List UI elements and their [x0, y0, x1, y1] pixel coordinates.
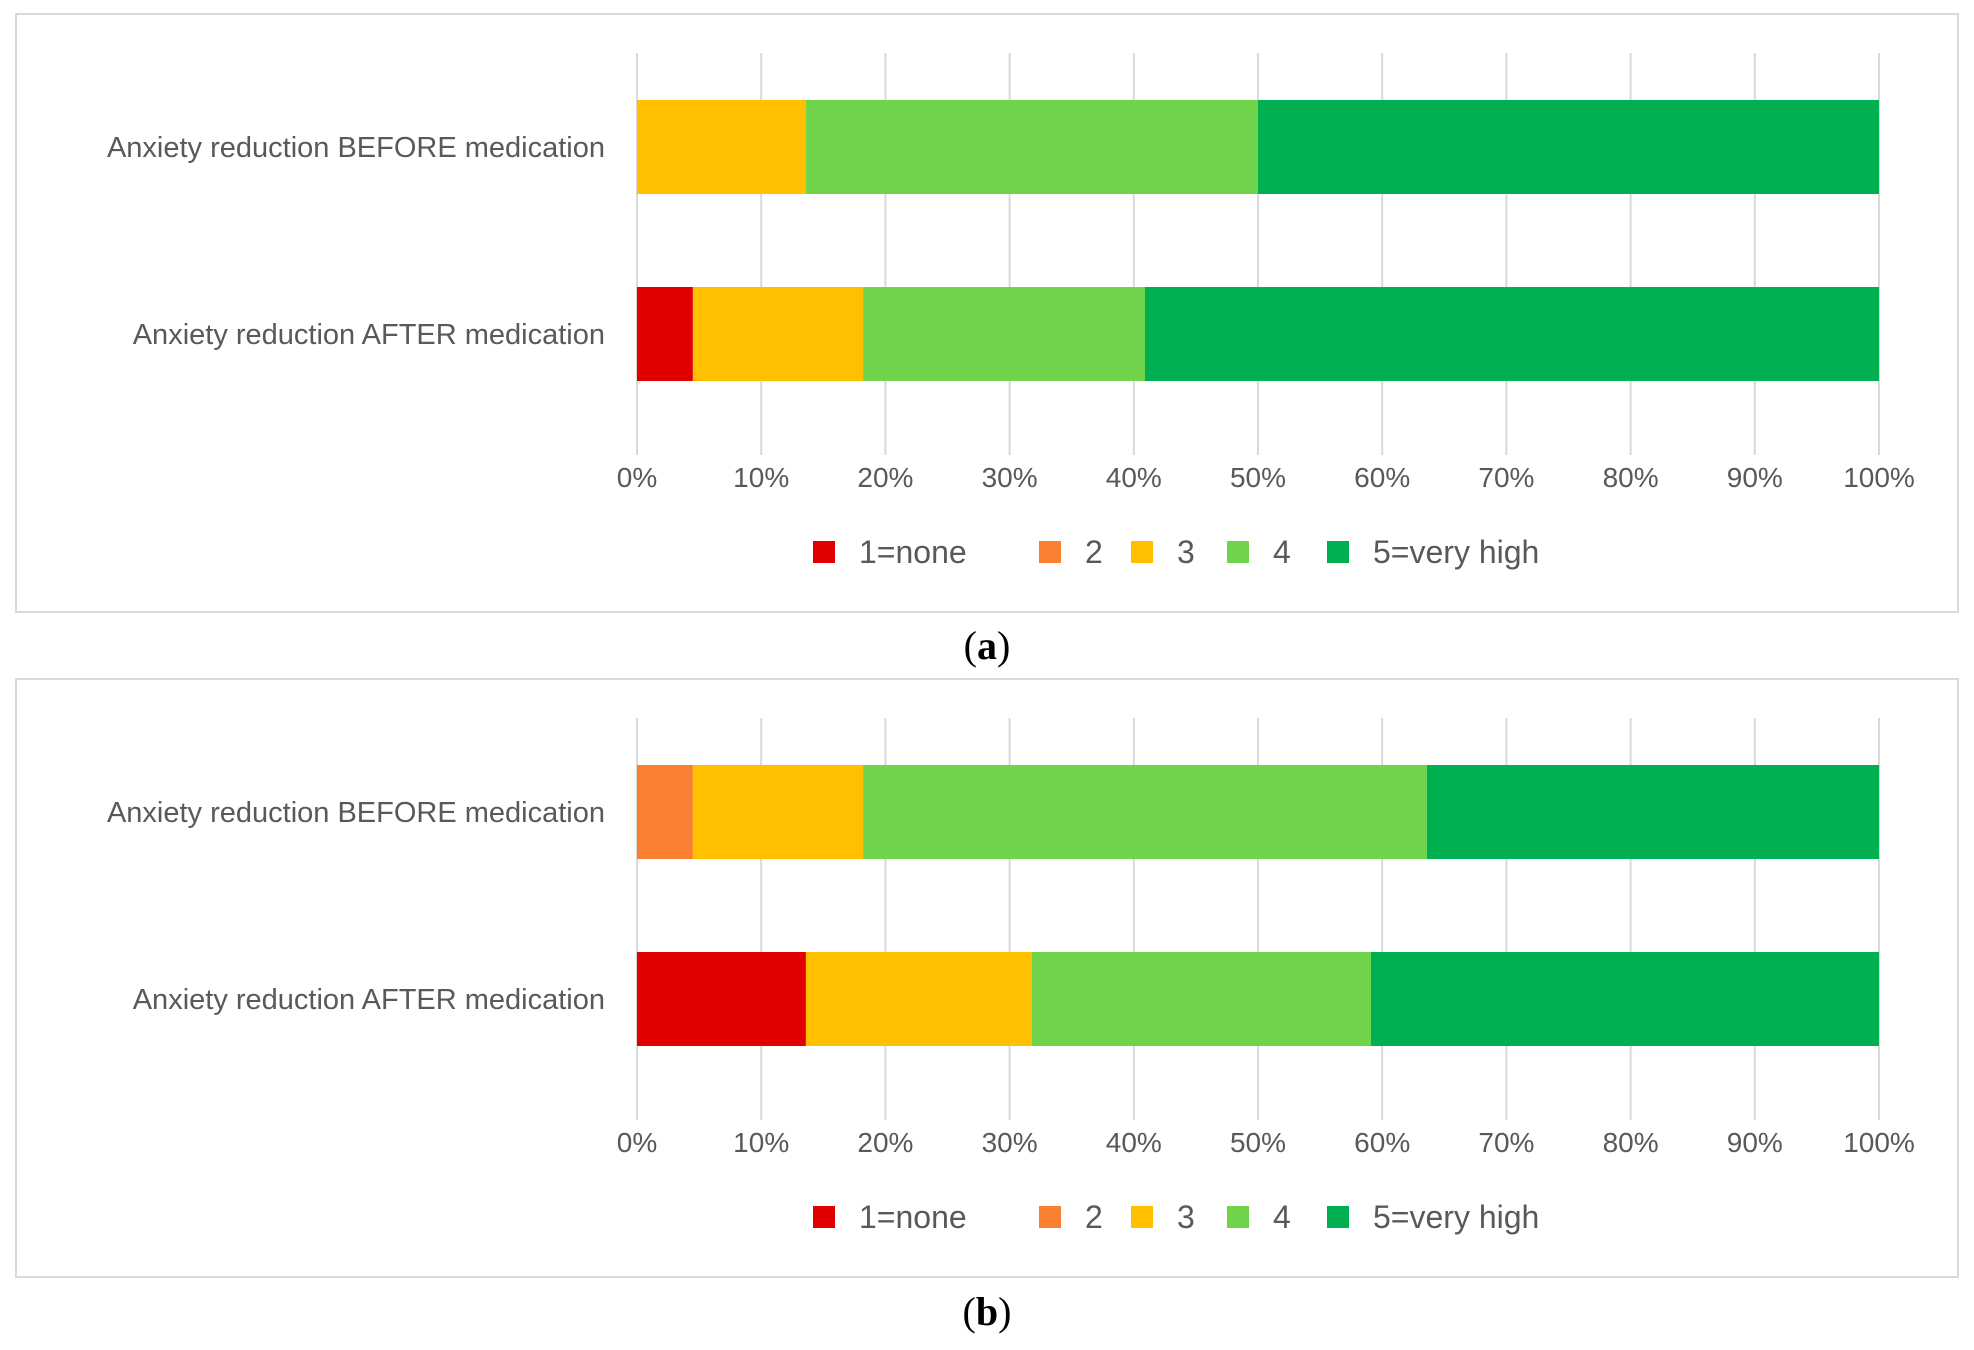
- legend-label: 4: [1273, 1199, 1291, 1235]
- legend-label: 2: [1085, 534, 1103, 570]
- bar-segment: [863, 287, 1145, 381]
- x-tick-label: 30%: [982, 1127, 1038, 1158]
- x-tick-label: 20%: [857, 462, 913, 493]
- legend-label: 4: [1273, 534, 1291, 570]
- category-label: Anxiety reduction AFTER medication: [133, 319, 605, 351]
- bar-segment: [805, 100, 1258, 194]
- x-tick-label: 80%: [1603, 462, 1659, 493]
- legend-label: 3: [1177, 534, 1195, 570]
- caption-a: (a): [963, 623, 1011, 668]
- legend-swatch: [1039, 541, 1061, 563]
- legend-swatch: [1227, 541, 1249, 563]
- bar-segment: [637, 100, 806, 194]
- legend-swatch: [1227, 1206, 1249, 1228]
- x-tick-label: 40%: [1106, 1127, 1162, 1158]
- bar-segment: [1258, 100, 1879, 194]
- x-tick-label: 90%: [1727, 1127, 1783, 1158]
- legend-swatch: [813, 1206, 835, 1228]
- x-tick-label: 20%: [857, 1127, 913, 1158]
- x-tick-label: 50%: [1230, 1127, 1286, 1158]
- legend-swatch: [1131, 1206, 1153, 1228]
- legend-swatch: [1039, 1206, 1061, 1228]
- legend-label: 1=none: [859, 534, 967, 570]
- x-tick-label: 40%: [1106, 462, 1162, 493]
- bar-segment: [692, 765, 864, 859]
- x-tick-label: 10%: [733, 462, 789, 493]
- stacked-bar-chart-b: 0% 10% 20% 30% 40% 50% 60% 70% 80% 90% 100% Anxiety…: [107, 718, 1915, 1235]
- bar-segment: [863, 765, 1427, 859]
- bar-segment: [692, 287, 864, 381]
- caption-b: (b): [962, 1289, 1012, 1334]
- chart-panel-a: 0% 10% 20% 30% 40% 50% 60% 70% 80% 90% 100% Anxiety…: [15, 13, 1959, 613]
- x-tick-label: 0%: [617, 1127, 657, 1158]
- legend-label: 5=very high: [1373, 534, 1539, 570]
- bar-segment: [1426, 765, 1879, 859]
- legend-label: 1=none: [859, 1199, 967, 1235]
- x-tick-label: 50%: [1230, 462, 1286, 493]
- legend-label: 3: [1177, 1199, 1195, 1235]
- x-tick-label: 100%: [1843, 1127, 1915, 1158]
- bar-segment: [1144, 287, 1879, 381]
- category-label: Anxiety reduction BEFORE medication: [107, 797, 605, 829]
- legend-swatch: [1327, 541, 1349, 563]
- bar-segment: [805, 952, 1032, 1046]
- category-label: Anxiety reduction BEFORE medication: [107, 132, 605, 164]
- legend-label: 5=very high: [1373, 1199, 1539, 1235]
- legend-swatch: [1327, 1206, 1349, 1228]
- x-tick-label: 90%: [1727, 462, 1783, 493]
- category-label: Anxiety reduction AFTER medication: [133, 984, 605, 1016]
- bar-segment: [637, 287, 693, 381]
- x-tick-label: 30%: [982, 462, 1038, 493]
- x-tick-label: 60%: [1354, 1127, 1410, 1158]
- x-tick-label: 70%: [1478, 462, 1534, 493]
- legend-swatch: [813, 541, 835, 563]
- x-tick-label: 70%: [1478, 1127, 1534, 1158]
- stacked-bar-chart-a: 0% 10% 20% 30% 40% 50% 60% 70% 80% 90% 100% Anxiety…: [107, 53, 1915, 570]
- legend-label: 2: [1085, 1199, 1103, 1235]
- bar-segment: [637, 952, 806, 1046]
- x-tick-label: 80%: [1603, 1127, 1659, 1158]
- bar-segment: [637, 765, 693, 859]
- chart-panel-b: 0% 10% 20% 30% 40% 50% 60% 70% 80% 90% 100% Anxiety…: [15, 678, 1959, 1278]
- bar-segment: [1031, 952, 1372, 1046]
- bar-segment: [1371, 952, 1879, 1046]
- x-tick-label: 0%: [617, 462, 657, 493]
- x-tick-label: 60%: [1354, 462, 1410, 493]
- x-tick-label: 10%: [733, 1127, 789, 1158]
- legend-swatch: [1131, 541, 1153, 563]
- x-tick-label: 100%: [1843, 462, 1915, 493]
